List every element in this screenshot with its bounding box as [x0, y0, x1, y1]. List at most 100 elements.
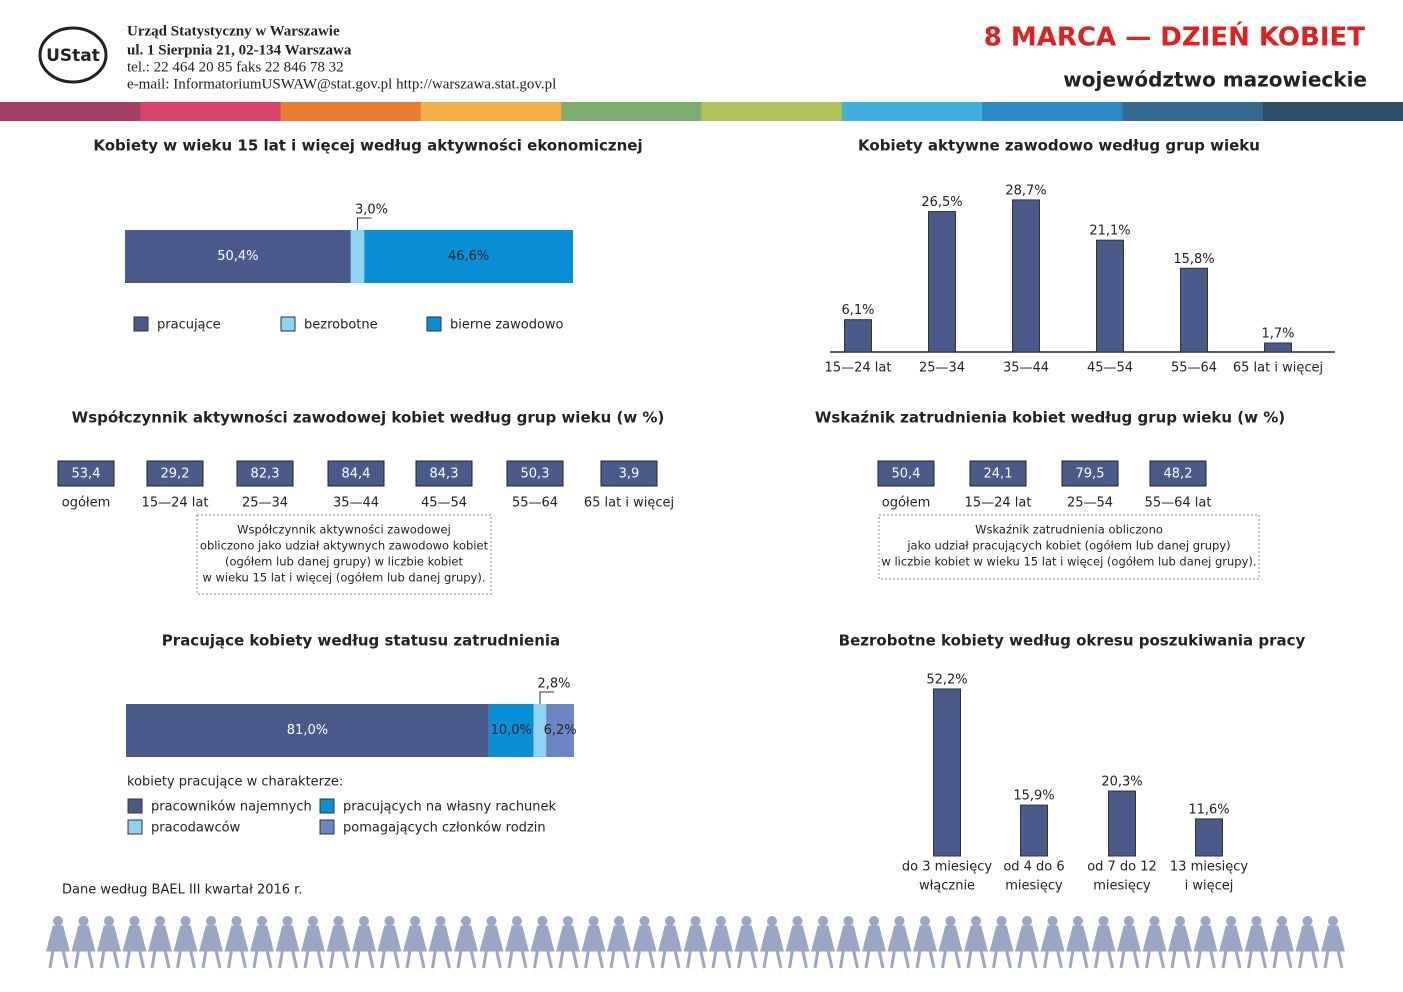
silhouette-head	[1124, 916, 1134, 926]
category-label: 65 lat i więcej	[1233, 361, 1323, 376]
value-label: 53,4	[72, 467, 101, 482]
note-line: Wskaźnik zatrudnienia obliczono	[975, 523, 1163, 537]
silhouette-body	[479, 925, 504, 969]
logo-text: UStat	[46, 46, 100, 66]
category-label: od 4 do 6	[1003, 860, 1064, 875]
silhouette-head	[767, 916, 777, 926]
value-box	[327, 460, 385, 487]
category-label: 25—54	[1067, 496, 1113, 511]
data-label: 52,2%	[926, 672, 967, 687]
category-label: 15—24 lat	[825, 361, 892, 376]
silhouette-head	[1098, 916, 1109, 926]
bar-segment	[125, 230, 351, 283]
category-label: 35—44	[333, 496, 379, 511]
silhouettes	[46, 916, 1345, 969]
legend-swatch	[133, 316, 149, 332]
chart-title: Wskaźnik zatrudnienia kobiet według grup…	[815, 409, 1285, 427]
silhouette-head	[206, 916, 216, 926]
data-label: 11,6%	[1188, 802, 1229, 817]
silhouette-head	[359, 916, 369, 926]
silhouette-head	[1175, 916, 1185, 926]
silhouette-body	[658, 925, 682, 969]
footer-note: Dane według BAEL III kwartał 2016 r.	[62, 883, 302, 898]
value-label: 82,3	[251, 467, 280, 482]
bar	[933, 688, 961, 857]
silhouette-body	[454, 925, 478, 969]
category-label: od 7 do 12	[1087, 860, 1157, 875]
data-label: 3,0%	[355, 203, 388, 218]
data-label: 26,5%	[921, 195, 962, 210]
data-label: 15,9%	[1013, 789, 1054, 804]
note-line: (ogółem lub danej grupy) w liczbie kobie…	[225, 555, 464, 569]
category-label: miesięcy	[1005, 879, 1063, 894]
value-label: 50,3	[521, 467, 550, 482]
stripe-segment	[280, 102, 422, 121]
legend-label: pracodawców	[151, 821, 241, 836]
silhouette-head	[945, 916, 956, 926]
category-label: i więcej	[1185, 879, 1234, 894]
value-label: 3,9	[619, 467, 640, 482]
legend-swatch	[280, 316, 296, 332]
stripe-segment	[1262, 102, 1403, 121]
silhouette-head	[869, 916, 879, 926]
silhouette-head	[563, 916, 573, 926]
legend-label: pracowników najemnych	[151, 800, 312, 815]
bar	[1264, 342, 1292, 353]
category-label: 25—34	[919, 361, 965, 376]
silhouette-body	[122, 925, 147, 969]
category-label: 55—64	[512, 496, 558, 511]
legend-swatch	[319, 798, 335, 814]
silhouette-body	[607, 925, 631, 969]
silhouette-head	[308, 916, 318, 926]
value-label: 50,4	[892, 467, 921, 482]
silhouette-head	[231, 916, 242, 926]
silhouette-body	[173, 925, 198, 969]
value-box	[600, 460, 658, 487]
legend-swatch	[127, 819, 143, 835]
silhouette-body	[760, 925, 784, 969]
silhouette-head	[1047, 916, 1058, 926]
note-line: w wieku 15 lat i więcej (ogółem lub dane…	[202, 571, 485, 585]
value-label: 29,2	[161, 467, 190, 482]
silhouette-head	[78, 916, 89, 926]
silhouette-head	[920, 916, 930, 926]
bar	[928, 211, 956, 353]
silhouette-body	[301, 925, 325, 969]
stripe-segment	[841, 102, 983, 121]
data-label: 20,3%	[1101, 775, 1142, 790]
silhouette-body	[71, 925, 96, 969]
silhouette-head	[512, 916, 522, 926]
silhouette-body	[530, 925, 555, 969]
value-label: 24,1	[984, 467, 1013, 482]
category-label: 15—24 lat	[142, 496, 209, 511]
legend-title: kobiety pracujące w charakterze:	[127, 775, 343, 790]
value-box	[146, 460, 204, 487]
data-label: 81,0%	[287, 723, 328, 738]
note-box	[196, 514, 492, 595]
silhouette-head	[665, 916, 675, 926]
value-box	[236, 460, 294, 487]
silhouette-body	[505, 925, 529, 969]
silhouette-body	[46, 925, 70, 969]
category-label: włącznie	[919, 879, 975, 894]
silhouette-head	[1200, 916, 1211, 926]
silhouette-head	[716, 916, 726, 926]
silhouette-body	[352, 925, 376, 969]
value-box	[877, 460, 935, 487]
value-box	[57, 460, 115, 487]
org-line: e-mail: InformatoriumUSWAW@stat.gov.pl h…	[127, 76, 556, 92]
stripe-segment	[701, 102, 843, 121]
silhouette-head	[384, 916, 395, 926]
silhouette-body	[1168, 925, 1192, 969]
note-line: jako udział pracujących kobiet (ogółem l…	[906, 539, 1230, 553]
chart-title: Pracujące kobiety według statusu zatrudn…	[162, 632, 560, 650]
legend-label: bierne zawodowo	[450, 318, 564, 333]
silhouette-body	[1295, 925, 1320, 969]
color-stripe	[0, 102, 1403, 121]
silhouette-head	[1277, 916, 1287, 926]
chart-title: Bezrobotne kobiety według okresu poszuki…	[839, 632, 1306, 650]
silhouette-body	[785, 925, 810, 969]
silhouette-body	[377, 925, 402, 969]
silhouette-head	[257, 916, 267, 926]
